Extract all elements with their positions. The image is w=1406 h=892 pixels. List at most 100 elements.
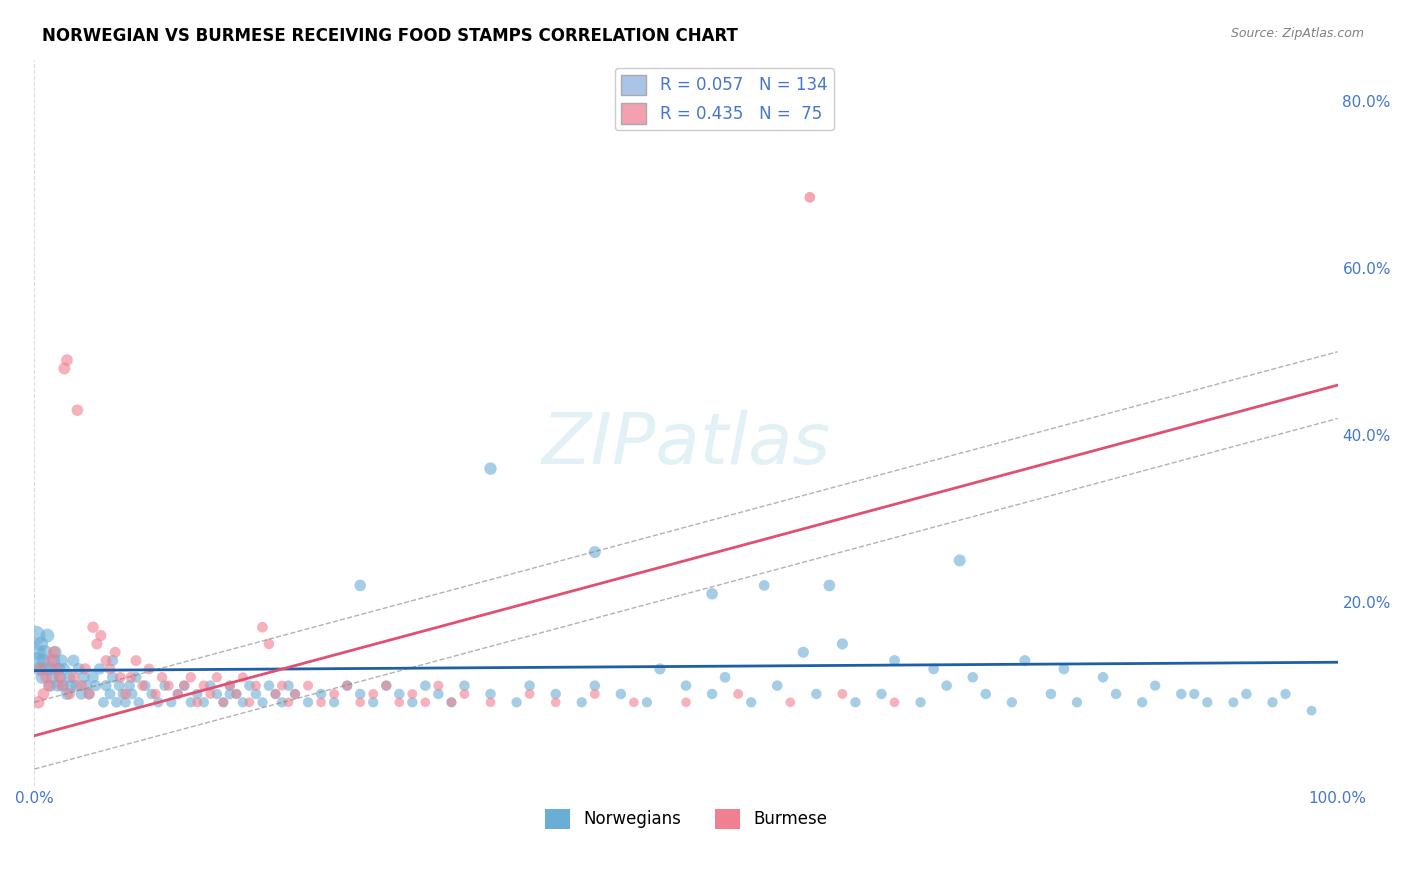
Point [309,695,332,709]
Point [284,687,307,701]
Point [24,628,46,642]
Point [623,695,645,709]
Point [39,662,62,676]
Point [519,687,541,701]
Point [375,679,398,693]
Point [1001,695,1024,709]
Point [1053,662,1076,676]
Point [225,687,247,701]
Point [180,695,202,709]
Point [1170,687,1192,701]
Point [82,620,104,634]
Point [245,679,267,693]
Point [544,687,567,701]
Point [212,695,235,709]
Point [571,695,593,709]
Point [37,628,59,642]
Point [30,637,52,651]
Point [922,662,945,676]
Point [186,695,208,709]
Point [277,679,299,693]
Point [336,679,359,693]
Point [205,687,228,701]
Point [949,553,972,567]
Point [218,679,240,693]
Point [479,461,502,475]
Point [1261,695,1284,709]
Point [30,662,52,676]
Point [1301,704,1323,718]
Point [401,687,423,701]
Point [349,578,371,592]
Point [25,654,48,668]
Point [935,679,957,693]
Point [544,695,567,709]
Point [70,679,93,693]
Legend: Norwegians, Burmese: Norwegians, Burmese [538,802,834,836]
Point [205,670,228,684]
Point [89,662,111,676]
Point [818,578,841,592]
Point [41,670,63,684]
Point [53,662,76,676]
Point [440,695,463,709]
Point [38,679,60,693]
Point [910,695,932,709]
Point [271,679,294,693]
Point [974,687,997,701]
Point [77,687,100,701]
Point [101,670,124,684]
Point [883,654,905,668]
Point [675,695,697,709]
Point [28,662,51,676]
Point [700,687,723,701]
Point [104,645,127,659]
Point [257,679,280,693]
Point [114,695,136,709]
Point [66,403,89,417]
Point [505,695,527,709]
Point [75,662,97,676]
Point [77,687,100,701]
Point [82,670,104,684]
Point [218,687,240,701]
Point [297,695,319,709]
Point [118,679,141,693]
Point [94,679,117,693]
Point [232,670,254,684]
Point [323,687,346,701]
Point [583,687,606,701]
Point [844,695,866,709]
Point [375,679,398,693]
Point [1274,687,1296,701]
Point [740,695,762,709]
Point [264,687,287,701]
Point [121,687,143,701]
Point [105,695,128,709]
Point [245,687,267,701]
Point [361,695,384,709]
Point [90,628,112,642]
Point [42,645,65,659]
Point [110,670,132,684]
Point [84,679,107,693]
Point [67,662,90,676]
Point [297,679,319,693]
Point [141,687,163,701]
Point [166,687,188,701]
Point [186,687,208,701]
Point [131,679,153,693]
Point [93,695,115,709]
Point [98,662,121,676]
Point [792,645,814,659]
Point [49,670,72,684]
Point [583,679,606,693]
Point [86,637,108,651]
Point [218,679,240,693]
Point [962,670,984,684]
Point [388,695,411,709]
Point [309,687,332,701]
Point [44,645,66,659]
Point [193,679,215,693]
Point [56,353,79,368]
